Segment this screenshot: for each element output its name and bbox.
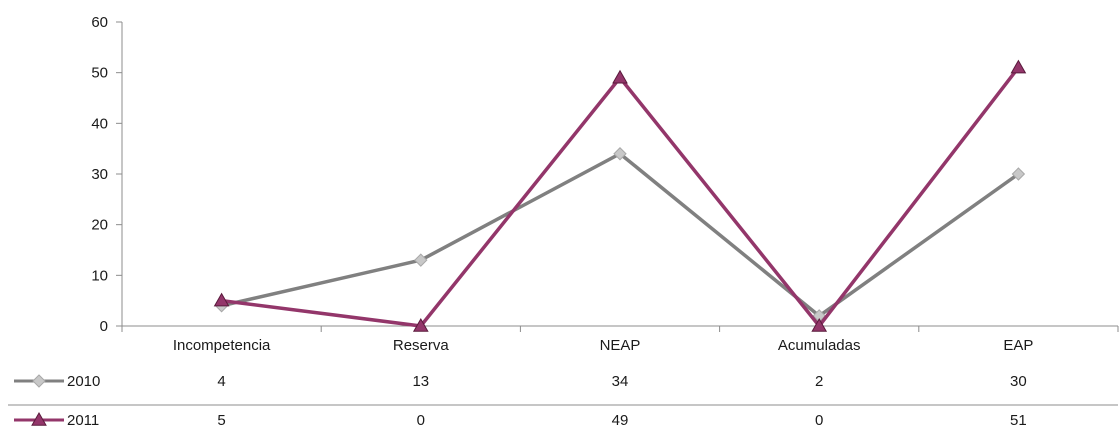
- series-line-2011: [221, 66, 1020, 329]
- legend-key-marker: [32, 374, 46, 388]
- legend-key-2010: [14, 374, 64, 388]
- data-table-value: 51: [1010, 412, 1027, 429]
- series-line-2010: [221, 151, 1020, 319]
- y-tick-label: 20: [91, 217, 108, 234]
- data-point-2010: [414, 253, 428, 267]
- x-category-label: EAP: [1003, 337, 1033, 354]
- x-category-label: Incompetencia: [173, 337, 271, 354]
- data-point-2011: [811, 317, 828, 332]
- data-table-value: 34: [612, 373, 629, 390]
- data-point-2011: [612, 69, 628, 84]
- data-table-value: 0: [815, 412, 823, 429]
- legend-key-marker: [31, 411, 47, 426]
- legend-series-label: 2011: [67, 412, 99, 429]
- series-2011: [213, 59, 1027, 332]
- y-tick-label: 40: [91, 115, 108, 132]
- y-tick-label: 0: [100, 318, 108, 335]
- data-table-value: 0: [417, 412, 425, 429]
- data-point-2010: [1011, 167, 1026, 181]
- x-category-label: Reserva: [393, 337, 450, 354]
- data-table-value: 2: [815, 373, 823, 390]
- y-tick-label: 50: [91, 65, 108, 82]
- data-table-value: 30: [1010, 373, 1027, 390]
- y-tick-label: 30: [91, 166, 108, 183]
- data-table-value: 4: [217, 373, 225, 390]
- y-tick-label: 60: [91, 14, 108, 31]
- data-point-2011: [412, 317, 429, 332]
- series-2010: [214, 147, 1026, 323]
- data-point-2010: [613, 147, 627, 161]
- legend-series-label: 2010: [67, 373, 100, 390]
- data-point-2011: [213, 292, 230, 307]
- data-table-value: 5: [217, 412, 225, 429]
- x-category-label: Acumuladas: [778, 337, 861, 354]
- data-table-value: 49: [612, 412, 629, 429]
- data-point-2011: [1010, 59, 1027, 74]
- x-category-label: NEAP: [600, 337, 641, 354]
- data-table-value: 13: [412, 373, 429, 390]
- y-tick-label: 10: [91, 267, 108, 284]
- legend-key-2011: [14, 411, 64, 426]
